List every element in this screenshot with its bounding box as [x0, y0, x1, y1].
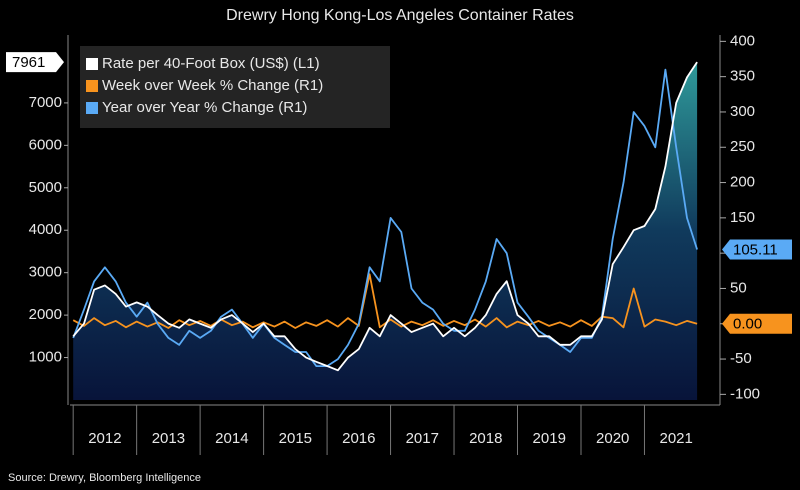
x-tick-label: 2014 [215, 430, 248, 447]
y2-tick-label: -100 [730, 385, 760, 402]
x-tick-label: 2019 [533, 430, 566, 447]
x-tick-label: 2018 [469, 430, 502, 447]
value-label: 0.00 [733, 316, 762, 333]
y-tick-label: 4000 [29, 221, 62, 238]
y2-tick-label: -50 [730, 350, 752, 367]
y2-tick-label: 350 [730, 68, 755, 85]
series-line [72, 273, 698, 329]
y-tick-label: 1000 [29, 349, 62, 366]
series-line [72, 61, 698, 372]
legend-swatch [86, 102, 98, 114]
y2-tick-label: 400 [730, 32, 755, 49]
legend-box [80, 46, 390, 128]
series-area [73, 62, 698, 400]
y2-tick-label: 150 [730, 209, 755, 226]
source-note: Source: Drewry, Bloomberg Intelligence [8, 472, 201, 484]
legend-swatch [86, 80, 98, 92]
x-tick-label: 2020 [596, 430, 629, 447]
value-label-tag: 7961 [6, 52, 64, 73]
y2-tick-label: 200 [730, 174, 755, 191]
y2-tick-label: 50 [730, 279, 747, 296]
value-label-box [722, 313, 792, 334]
y-tick-label: 5000 [29, 179, 62, 196]
y-tick-label: 3000 [29, 264, 62, 281]
y-tick-label: 6000 [29, 136, 62, 153]
value-label-box [6, 52, 64, 73]
value-label: 105.11 [733, 242, 778, 259]
x-tick-label: 2013 [152, 430, 185, 447]
x-tick-label: 2012 [88, 430, 121, 447]
value-label: 7961 [12, 54, 45, 71]
x-tick-label: 2016 [342, 430, 375, 447]
legend-swatch [86, 58, 98, 70]
x-tick-label: 2021 [660, 430, 693, 447]
y-tick-label: 7000 [29, 94, 62, 111]
legend-label: Year over Year % Change (R1) [102, 99, 307, 116]
value-label-tag: 105.11 [722, 239, 792, 260]
y2-tick-label: 300 [730, 103, 755, 120]
y-tick-label: 2000 [29, 306, 62, 323]
x-tick-label: 2015 [279, 430, 312, 447]
x-tick-label: 2017 [406, 430, 439, 447]
legend-label: Rate per 40-Foot Box (US$) (L1) [102, 55, 320, 72]
chart-title: Drewry Hong Kong-Los Angeles Container R… [226, 7, 574, 24]
value-label-tag: 0.00 [722, 313, 792, 334]
legend-label: Week over Week % Change (R1) [102, 77, 323, 94]
y2-tick-label: 250 [730, 138, 755, 155]
value-label-box [722, 239, 792, 260]
